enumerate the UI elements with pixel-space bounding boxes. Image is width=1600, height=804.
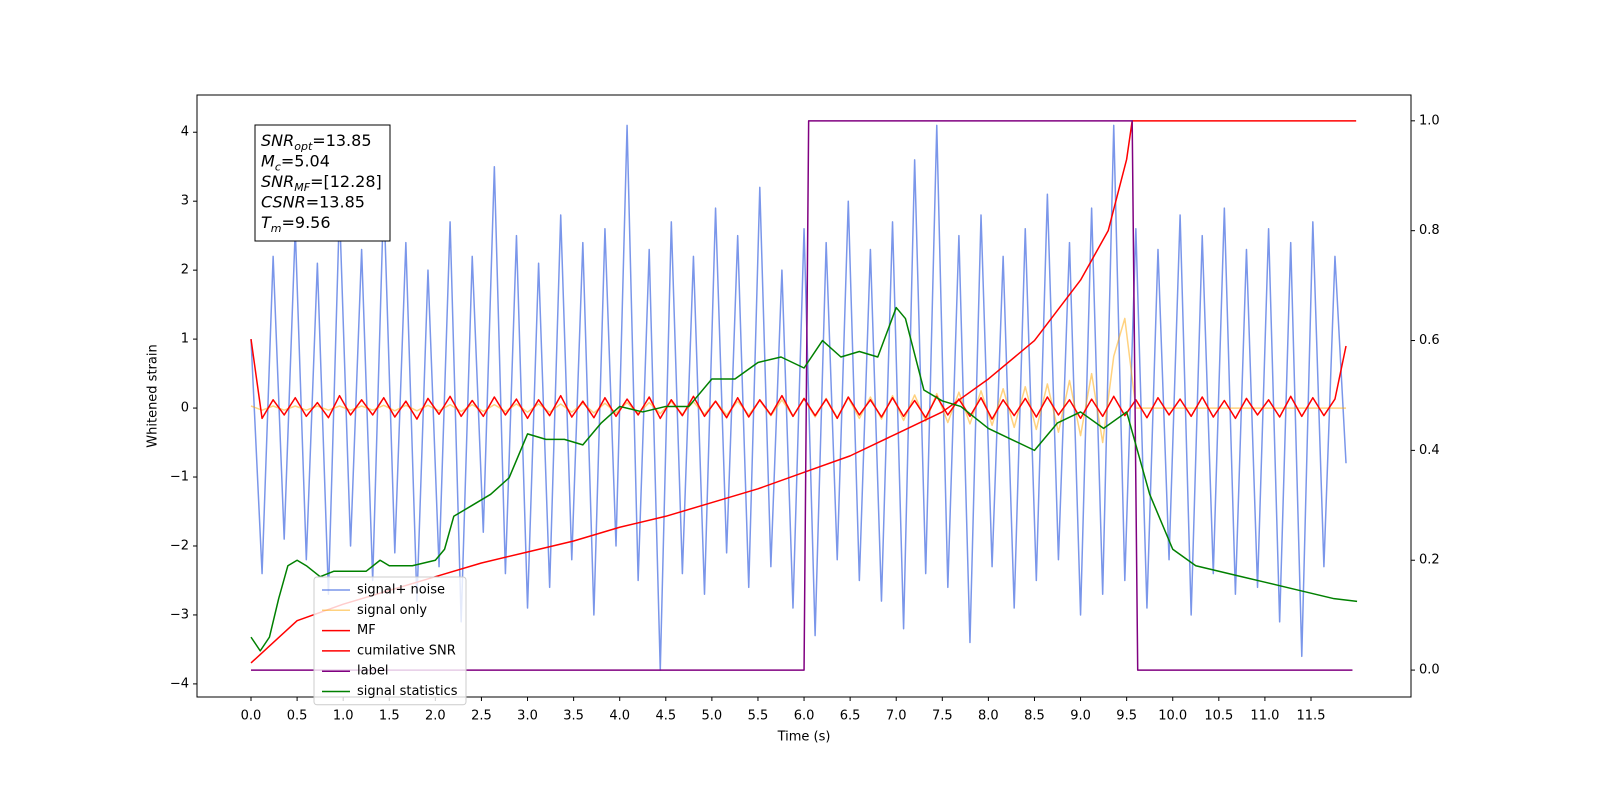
x-tick-label: 1.0 bbox=[333, 709, 354, 724]
annotation-value: =9.56 bbox=[282, 213, 331, 232]
x-tick-label: 1.5 bbox=[379, 709, 400, 724]
annotation-value: =[12.28] bbox=[310, 172, 382, 191]
y-tick-label: 2 bbox=[181, 263, 189, 278]
legend-label: signal only bbox=[357, 603, 427, 618]
annotation-box bbox=[254, 124, 391, 242]
series-line bbox=[250, 306, 1358, 652]
annotation-line: Mc=5.04 bbox=[261, 152, 330, 174]
y-tick-label: −2 bbox=[170, 538, 189, 553]
x-tick-label: 11.0 bbox=[1250, 709, 1279, 724]
y-tick-label: 4 bbox=[181, 125, 189, 140]
annotation-symbol: CSNR bbox=[261, 193, 306, 212]
series-line bbox=[251, 120, 1353, 671]
x-tick-label: 4.5 bbox=[655, 709, 676, 724]
annotation-value: =13.85 bbox=[312, 131, 371, 150]
y-tick-label: 3 bbox=[181, 194, 189, 209]
y-tick-label: 1 bbox=[181, 332, 189, 347]
y2-tick-label: 0.8 bbox=[1419, 223, 1440, 238]
x-tick-label: 9.0 bbox=[1070, 709, 1091, 724]
x-tick-label: 8.0 bbox=[978, 709, 999, 724]
annotation-symbol: M bbox=[261, 152, 275, 171]
x-tick-label: 11.5 bbox=[1297, 709, 1326, 724]
legend-label: MF bbox=[357, 623, 376, 638]
y2-tick-label: 0.4 bbox=[1419, 443, 1440, 458]
legend-label: signal statistics bbox=[357, 684, 458, 699]
x-tick-label: 8.5 bbox=[1024, 709, 1045, 724]
annotation-line: SNRopt=13.85 bbox=[261, 131, 372, 153]
x-axis-label: Time (s) bbox=[777, 730, 831, 745]
annotation-subscript: MF bbox=[294, 181, 310, 194]
x-tick-label: 10.0 bbox=[1158, 709, 1187, 724]
y-tick-label: −1 bbox=[170, 470, 189, 485]
x-tick-label: 5.0 bbox=[702, 709, 723, 724]
y2-tick-label: 0.2 bbox=[1419, 553, 1440, 568]
annotation-value: =5.04 bbox=[281, 152, 330, 171]
annotation-symbol: T bbox=[261, 213, 272, 232]
x-tick-label: 5.5 bbox=[748, 709, 769, 724]
annotation-value: =13.85 bbox=[306, 193, 365, 212]
annotation-symbol: SNR bbox=[261, 172, 294, 191]
annotation-subscript: opt bbox=[294, 140, 313, 153]
y2-tick-label: 1.0 bbox=[1419, 113, 1440, 128]
legend: signal+ noise signal only MF cumilative SNR… bbox=[313, 576, 467, 706]
x-tick-label: 3.5 bbox=[563, 709, 584, 724]
x-tick-label: 7.0 bbox=[886, 709, 907, 724]
x-tick-label: 2.5 bbox=[471, 709, 492, 724]
annotation-subscript: m bbox=[271, 222, 282, 235]
y-tick-label: −3 bbox=[170, 607, 189, 622]
x-tick-label: 7.5 bbox=[932, 709, 953, 724]
legend-label: cumilative SNR bbox=[357, 643, 456, 658]
y-axis-label: Whitened strain bbox=[146, 344, 161, 447]
series-line bbox=[250, 339, 1347, 420]
x-tick-label: 9.5 bbox=[1116, 709, 1137, 724]
y-tick-label: 0 bbox=[181, 401, 189, 416]
annotation-line: Tm=9.56 bbox=[261, 213, 331, 235]
x-tick-label: 3.0 bbox=[517, 709, 538, 724]
x-tick-label: 2.0 bbox=[425, 709, 446, 724]
annotation-symbol: SNR bbox=[261, 131, 294, 150]
legend-label: signal+ noise bbox=[357, 583, 445, 598]
y2-tick-label: 0.6 bbox=[1419, 333, 1440, 348]
x-tick-label: 6.5 bbox=[840, 709, 861, 724]
x-tick-label: 0.5 bbox=[287, 709, 308, 724]
y2-tick-label: 0.0 bbox=[1419, 663, 1440, 678]
annotation-line: CSNR=13.85 bbox=[261, 193, 365, 212]
y-tick-label: −4 bbox=[170, 676, 189, 691]
annotation-line: SNRMF=[12.28] bbox=[261, 172, 382, 194]
x-tick-label: 4.0 bbox=[609, 709, 630, 724]
series-line bbox=[250, 124, 1347, 671]
annotation-subscript: c bbox=[275, 161, 281, 174]
x-tick-label: 10.5 bbox=[1204, 709, 1233, 724]
x-tick-label: 0.0 bbox=[241, 709, 262, 724]
x-tick-label: 6.0 bbox=[794, 709, 815, 724]
legend-label: label bbox=[357, 664, 388, 679]
legend-box bbox=[313, 576, 467, 706]
